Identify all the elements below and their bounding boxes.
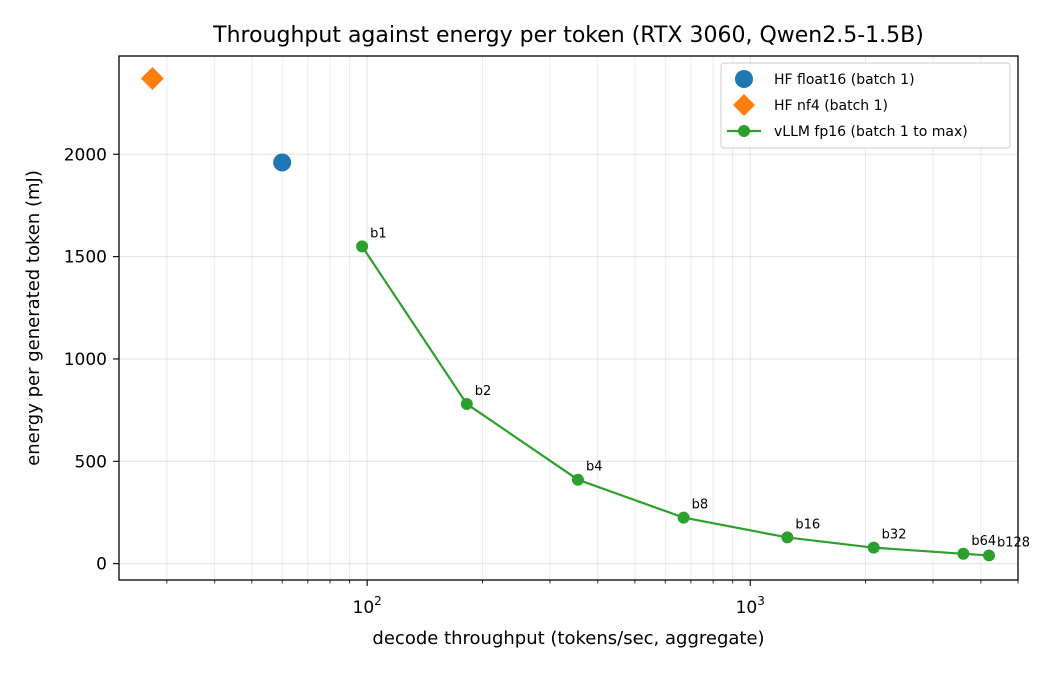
data-label-b4: b4 <box>586 460 603 475</box>
legend-label: HF float16 (batch 1) <box>774 72 915 88</box>
data-label-b64: b64 <box>971 534 996 549</box>
data-layer: b1 b2 b4 b8 b16 b32 b64 b128 <box>140 67 1030 562</box>
legend-marker <box>733 94 755 116</box>
y-axis-label: energy per generated token (mJ) <box>23 170 44 466</box>
data-label-b128: b128 <box>997 535 1030 550</box>
y-tick-label: 1500 <box>64 248 107 268</box>
y-tick-label: 0 <box>96 555 107 575</box>
legend-marker <box>738 125 750 137</box>
axes-frame <box>118 55 1019 581</box>
data-label-b32: b32 <box>882 528 907 543</box>
data-point-hf-float16 <box>273 153 292 172</box>
legend-label: vLLM fp16 (batch 1 to max) <box>774 124 968 140</box>
series-line-vllm-fp16 <box>361 245 990 557</box>
legend: HF float16 (batch 1) HF nf4 (batch 1) vLLM… <box>720 62 1011 149</box>
data-label-b1: b1 <box>370 226 387 241</box>
data-point-b1 <box>356 240 369 253</box>
data-point-b64 <box>957 547 970 560</box>
data-point-hf-nf4 <box>140 67 164 91</box>
x-tick-label: 102 <box>353 594 382 618</box>
data-label-b2: b2 <box>475 384 492 399</box>
legend-label: HF nf4 (batch 1) <box>774 98 888 114</box>
data-point-b2 <box>460 397 473 410</box>
x-tick-label: 103 <box>736 594 765 618</box>
data-point-b16 <box>781 531 794 544</box>
data-point-b32 <box>867 541 880 554</box>
legend-frame <box>720 62 1011 149</box>
data-label-b8: b8 <box>692 498 709 513</box>
tick-layer: 102 103 0 500 1000 1500 2000 <box>64 145 1019 618</box>
grid-layer <box>119 56 1019 580</box>
legend-marker <box>735 70 753 88</box>
x-axis-label: decode throughput (tokens/sec, aggregate… <box>372 628 764 649</box>
legend-entries: HF float16 (batch 1) HF nf4 (batch 1) vLLM… <box>727 70 968 140</box>
data-point-b4 <box>571 473 584 486</box>
chart-title: Throughput against energy per token (RTX… <box>212 23 924 48</box>
data-point-b8 <box>677 511 690 524</box>
y-tick-label: 1000 <box>64 350 107 370</box>
data-point-b128 <box>982 549 995 562</box>
data-label-b16: b16 <box>795 517 820 532</box>
y-tick-label: 500 <box>75 452 107 472</box>
y-tick-label: 2000 <box>64 145 107 165</box>
